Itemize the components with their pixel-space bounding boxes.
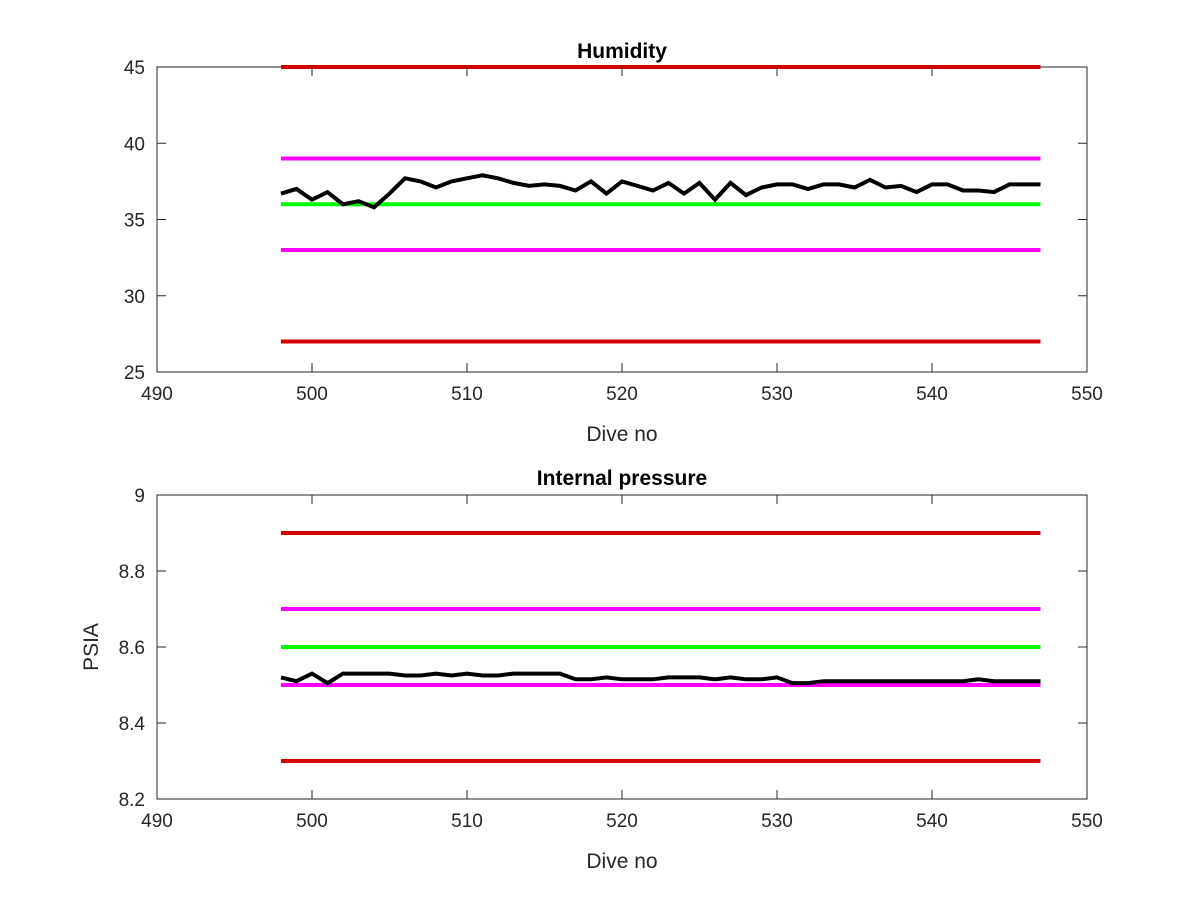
humidity-y-tick-label: 45 xyxy=(124,58,145,79)
internal-pressure-x-tick-label: 500 xyxy=(296,811,328,832)
humidity-ticks-group: 490 500 510 520 530 540 550 25 30 35 40 45 xyxy=(124,58,1103,405)
humidity-y-tick-label: 40 xyxy=(124,134,145,155)
humidity-y-tick-label: 35 xyxy=(124,211,145,232)
internal-pressure-x-tick-label: 520 xyxy=(606,811,638,832)
humidity-series-group xyxy=(280,65,1041,344)
internal-pressure-y-tick-label: 8.6 xyxy=(119,638,145,659)
humidity-title: Humidity xyxy=(577,40,667,63)
internal-pressure-series-group xyxy=(280,531,1041,763)
internal-pressure-x-axis-label: Dive no xyxy=(586,850,657,873)
humidity-x-tick-label: 540 xyxy=(916,384,948,405)
humidity-y-tick-label: 25 xyxy=(124,363,145,384)
internal-pressure-x-tick-label: 550 xyxy=(1071,811,1103,832)
internal-pressure-y-tick-label: 8.2 xyxy=(119,790,145,811)
humidity-chart: 490 500 510 520 530 540 550 25 30 35 40 45 Humidity… xyxy=(124,40,1103,446)
internal-pressure-x-tick-label: 540 xyxy=(916,811,948,832)
internal-pressure-chart: 490 500 510 520 530 540 550 8.2 8.4 8.6 8.8 9 Inter… xyxy=(80,467,1103,873)
humidity-axes-box xyxy=(156,66,1088,373)
humidity-x-tick-label: 510 xyxy=(451,384,483,405)
internal-pressure-series-measured xyxy=(280,671,1041,686)
internal-pressure-y-tick-label: 8.4 xyxy=(119,714,146,735)
internal-pressure-x-tick-label: 510 xyxy=(451,811,483,832)
internal-pressure-y-tick-label: 8.8 xyxy=(119,562,145,583)
internal-pressure-y-axis-label: PSIA xyxy=(80,623,103,671)
humidity-series-measured xyxy=(280,173,1041,210)
humidity-x-tick-label: 520 xyxy=(606,384,638,405)
humidity-x-tick-label: 530 xyxy=(761,384,793,405)
internal-pressure-title: Internal pressure xyxy=(537,467,707,490)
internal-pressure-x-tick-label: 490 xyxy=(141,811,173,832)
humidity-x-tick-label: 490 xyxy=(141,384,173,405)
humidity-x-tick-label: 500 xyxy=(296,384,328,405)
humidity-x-tick-label: 550 xyxy=(1071,384,1103,405)
internal-pressure-ticks-group: 490 500 510 520 530 540 550 8.2 8.4 8.6 8.8 9 xyxy=(119,486,1103,832)
internal-pressure-x-tick-label: 530 xyxy=(761,811,793,832)
humidity-x-axis-label: Dive no xyxy=(586,423,657,446)
humidity-y-tick-label: 30 xyxy=(124,287,145,308)
internal-pressure-y-tick-label: 9 xyxy=(134,486,145,507)
